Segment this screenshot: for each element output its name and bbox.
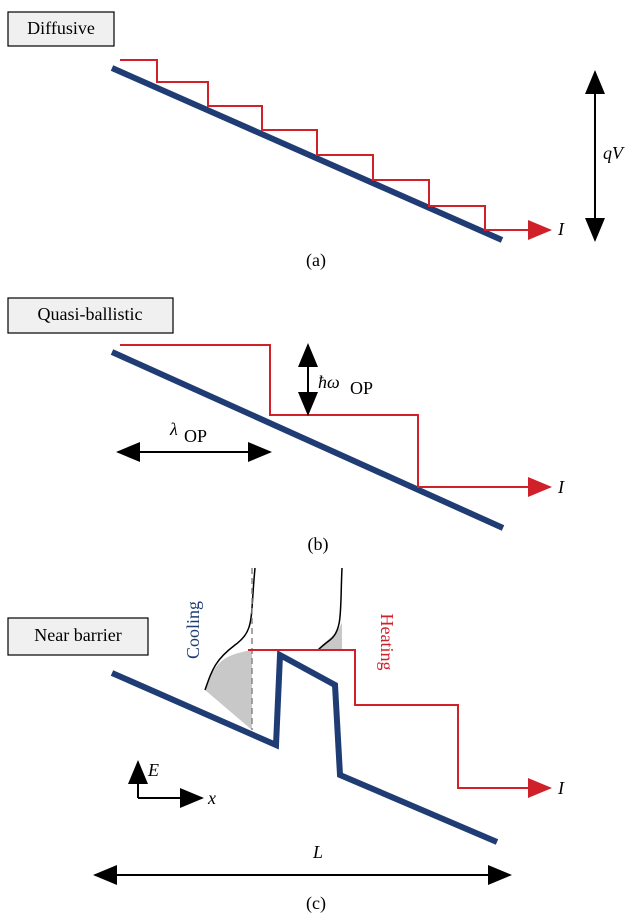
cooling-distribution-fill — [205, 650, 252, 730]
current-label: I — [557, 219, 565, 239]
caption: (b) — [308, 534, 329, 555]
energy-path — [248, 649, 552, 798]
cooling-label: Cooling — [183, 601, 203, 659]
label-box — [7, 297, 174, 334]
panel-label: Diffusive — [27, 18, 95, 38]
mfp-subscript: OP — [184, 426, 207, 446]
caption: (c) — [306, 893, 326, 914]
current-label: I — [557, 778, 565, 798]
panel-label: Quasi-ballistic — [38, 304, 143, 324]
length-label: L — [312, 842, 323, 862]
label-box — [7, 11, 115, 47]
phonon-symbol: ħω — [318, 372, 340, 392]
current-label: I — [557, 477, 565, 497]
band-edge-barrier — [110, 650, 499, 845]
heating-distribution-fill — [318, 622, 342, 650]
voltage-label: qV — [603, 143, 625, 163]
energy-staircase — [120, 59, 552, 240]
energy-path — [120, 344, 552, 497]
band-edge — [110, 65, 504, 243]
position-axis-label: x — [207, 788, 216, 808]
band-edge — [110, 349, 505, 531]
energy-axis-label: E — [147, 760, 159, 780]
panel-label: Near barrier — [34, 625, 121, 645]
phonon-subscript: OP — [350, 378, 373, 398]
heating-distribution — [317, 567, 343, 651]
label-box — [7, 617, 149, 656]
caption: (a) — [306, 250, 326, 271]
heating-label: Heating — [377, 614, 397, 671]
mfp-symbol: λ — [169, 419, 178, 439]
